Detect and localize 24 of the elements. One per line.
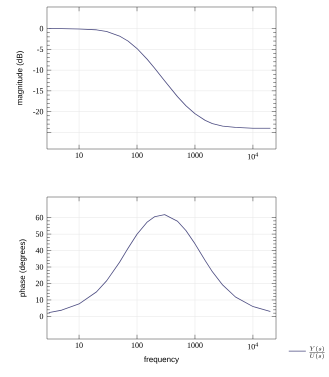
y-axis-title: magnitude (dB) xyxy=(16,51,24,105)
y-tick-label: 0 xyxy=(40,314,44,320)
y-tick-label: -5 xyxy=(37,46,44,52)
y-tick-label: 0 xyxy=(40,26,44,32)
x-tick-label: 100 xyxy=(132,152,143,158)
y-tick-label: -20 xyxy=(33,108,44,114)
x-tick-label: 10 xyxy=(76,342,83,348)
legend-label: $\frac{Y(s)}{U(s)}$ xyxy=(309,346,325,360)
y-tick-label: -10 xyxy=(33,67,44,73)
y-tick-label: 60 xyxy=(36,214,44,220)
y-tick-label: 30 xyxy=(36,264,44,270)
y-tick-label: 10 xyxy=(36,297,44,303)
x-tick-label: 10 xyxy=(76,152,83,158)
y-axis-title: phase (degrees) xyxy=(19,239,27,297)
x-axis-title: frequency xyxy=(144,356,180,364)
x-tick-label: 100 xyxy=(132,342,143,348)
y-tick-label: 40 xyxy=(36,248,44,254)
y-tick-label: -15 xyxy=(33,88,44,94)
x-tick-label: 10$^{4}$ xyxy=(248,342,258,350)
y-tick-label: 20 xyxy=(36,280,44,286)
y-tick-label: 50 xyxy=(36,231,44,237)
x-tick-label: 1000 xyxy=(188,152,203,158)
x-tick-label: 10$^{4}$ xyxy=(248,152,258,160)
x-tick-label: 1000 xyxy=(188,342,203,348)
